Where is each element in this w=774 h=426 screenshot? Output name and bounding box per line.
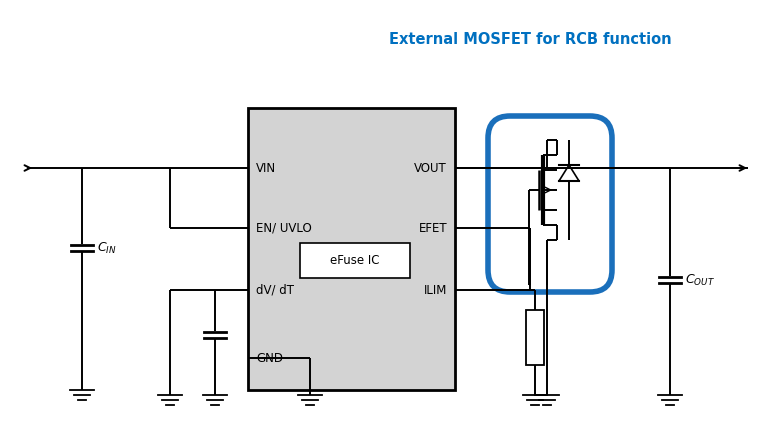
Text: GND: GND	[256, 351, 283, 365]
Text: dV/ dT: dV/ dT	[256, 283, 294, 296]
Text: VOUT: VOUT	[414, 161, 447, 175]
Text: VIN: VIN	[256, 161, 276, 175]
Text: $C_{OUT}$: $C_{OUT}$	[685, 273, 715, 288]
FancyBboxPatch shape	[488, 116, 612, 292]
Text: $C_{IN}$: $C_{IN}$	[97, 240, 117, 256]
Text: ILIM: ILIM	[423, 283, 447, 296]
Text: eFuse IC: eFuse IC	[330, 254, 380, 267]
Bar	[526, 310, 544, 365]
Text: EFET: EFET	[419, 222, 447, 234]
Bar	[248, 108, 455, 390]
Text: External MOSFET for RCB function: External MOSFET for RCB function	[389, 32, 671, 48]
Bar	[300, 243, 410, 278]
Text: EN/ UVLO: EN/ UVLO	[256, 222, 312, 234]
